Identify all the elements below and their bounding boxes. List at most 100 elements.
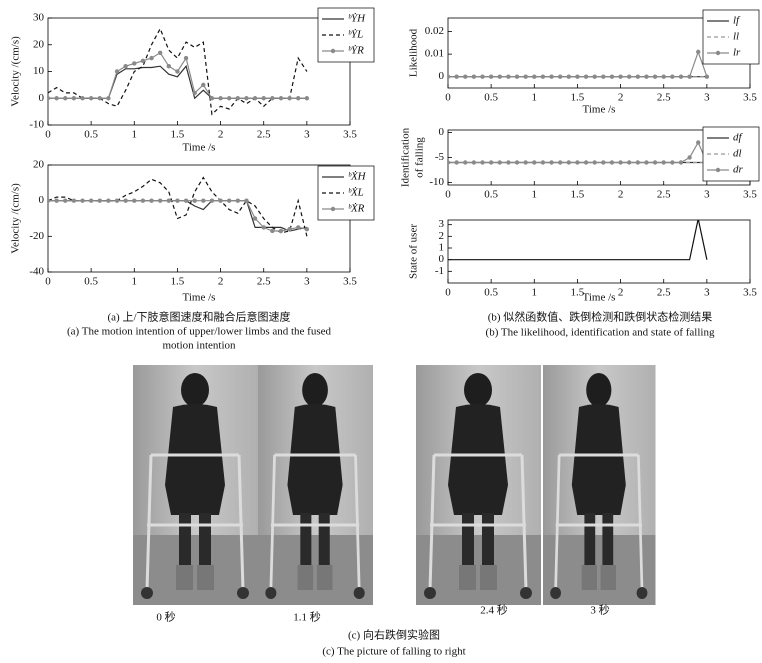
marker — [287, 96, 292, 101]
marker — [696, 49, 701, 55]
x-tick-label: 3 — [704, 92, 710, 104]
marker — [166, 63, 171, 69]
marker — [652, 160, 658, 165]
marker — [71, 96, 77, 101]
x-tick-label: 3 — [304, 276, 310, 288]
x-tick-label: 3 — [704, 189, 710, 201]
marker — [252, 96, 258, 101]
marker — [523, 74, 528, 79]
y-axis-label: Velocity /(cm/s) — [10, 183, 22, 254]
marker — [48, 198, 51, 203]
marker — [540, 74, 546, 79]
y-tick-label: 0 — [39, 194, 45, 206]
legend-box — [702, 9, 760, 65]
caption: (a) 上/下肢意图速度和融合后意图速度 — [107, 310, 290, 324]
plot — [48, 27, 310, 116]
y-tick-label: -10 — [429, 176, 444, 188]
y-tick-label: -1 — [435, 265, 444, 277]
x-tick-label: 1.5 — [571, 92, 585, 104]
marker — [583, 160, 589, 165]
marker — [287, 227, 292, 232]
y-tick-label: 0.01 — [425, 48, 444, 60]
marker — [88, 198, 94, 203]
y-tick-label: 1 — [439, 242, 445, 254]
photo — [541, 363, 657, 607]
marker — [480, 160, 485, 165]
marker — [48, 96, 51, 101]
legend-label: ᵇẎH — [348, 13, 366, 25]
marker — [488, 74, 494, 79]
marker — [183, 55, 189, 61]
marker — [514, 74, 520, 79]
x-tick-label: 1 — [132, 129, 138, 141]
x-axis-label: Time /s — [183, 292, 216, 304]
marker — [183, 198, 189, 203]
marker — [132, 198, 137, 203]
marker — [601, 160, 606, 165]
series-line — [448, 220, 708, 261]
x-tick-label: 0 — [445, 189, 451, 201]
legend-marker — [715, 50, 721, 56]
photo-label: 3 秒 — [590, 603, 609, 617]
marker — [149, 198, 154, 203]
caption: (a) The motion intention of upper/lower … — [67, 326, 332, 338]
x-tick-label: 0.5 — [484, 92, 498, 104]
caption: (c) The picture of falling to right — [322, 646, 465, 658]
y-tick-label: 10 — [33, 65, 45, 77]
plot — [48, 176, 310, 237]
x-tick-label: 3.5 — [743, 287, 757, 299]
y-axis-label: of falling — [414, 137, 426, 178]
marker — [114, 69, 120, 74]
marker — [480, 74, 485, 79]
marker — [252, 216, 258, 221]
series-line — [48, 51, 307, 99]
photo — [131, 363, 260, 607]
x-tick-label: 0.5 — [84, 129, 98, 141]
marker — [97, 198, 102, 203]
marker — [506, 74, 511, 79]
legend-label: ᵇẊR — [348, 203, 365, 215]
marker — [549, 74, 554, 79]
caption: (b) 似然函数值、跌倒检测和跌倒状态检测结果 — [488, 310, 713, 324]
x-tick-label: 2 — [618, 287, 624, 299]
plot-frame — [47, 164, 351, 273]
x-tick-label: 1 — [532, 92, 538, 104]
marker — [609, 160, 615, 165]
chart: 0 0.5 1 1.5 2 2.5 3 3.5 -40 -20 0 20 Time /s Velocity… — [10, 159, 375, 304]
photo-label: 0 秒 — [156, 610, 175, 624]
marker — [532, 74, 537, 79]
marker — [635, 74, 641, 79]
marker — [261, 96, 266, 101]
marker — [618, 74, 623, 79]
marker — [557, 160, 563, 165]
x-tick-label: 0.5 — [484, 189, 498, 201]
marker — [471, 74, 477, 79]
marker — [601, 74, 606, 79]
legend-marker — [715, 167, 721, 173]
marker — [270, 96, 275, 101]
y-tick-label: 0 — [439, 70, 445, 82]
marker — [549, 160, 554, 165]
marker — [304, 227, 310, 232]
x-tick-label: 0.5 — [84, 276, 98, 288]
marker — [463, 160, 468, 165]
legend-label: dl — [733, 148, 742, 160]
photo-label: 1.1 秒 — [293, 610, 321, 624]
x-tick-label: 2 — [618, 92, 624, 104]
marker — [454, 160, 459, 165]
marker — [88, 96, 94, 101]
legend-box — [702, 126, 760, 182]
marker — [635, 160, 641, 165]
marker — [106, 96, 111, 101]
marker — [609, 74, 615, 79]
x-tick-label: 3.5 — [343, 129, 357, 141]
x-tick-label: 0 — [445, 92, 451, 104]
marker — [140, 198, 146, 203]
marker — [296, 225, 301, 230]
marker — [157, 50, 163, 55]
marker — [471, 160, 477, 165]
legend-label: lf — [733, 15, 741, 27]
chart: 0 0.5 1 1.5 2 2.5 3 3.5 -10 -5 0 Identification of f… — [400, 126, 760, 201]
marker — [514, 160, 520, 165]
